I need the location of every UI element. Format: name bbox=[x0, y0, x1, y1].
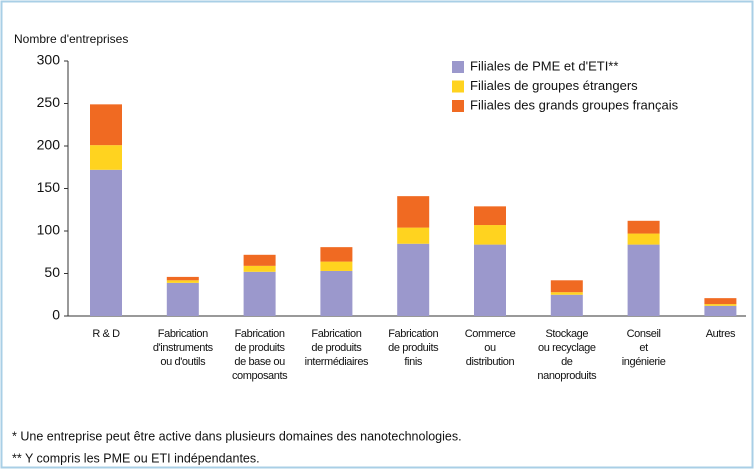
x-tick-label: ingénierie bbox=[622, 356, 666, 368]
bar-segment bbox=[627, 233, 660, 245]
x-tick-label: et bbox=[639, 342, 648, 354]
legend-label: Filiales des grands groupes français bbox=[470, 97, 679, 112]
legend-swatch bbox=[452, 80, 464, 93]
x-tick-label: ou bbox=[484, 342, 496, 354]
bar-segment bbox=[550, 280, 583, 293]
y-tick-label: 250 bbox=[37, 94, 61, 110]
bar-segment bbox=[166, 280, 199, 283]
x-tick-label: Fabrication bbox=[311, 328, 361, 340]
bar-segment bbox=[320, 270, 353, 316]
y-tick-label: 50 bbox=[44, 264, 60, 280]
y-tick-label: 200 bbox=[37, 137, 61, 153]
x-tick-label: de produits bbox=[311, 342, 362, 354]
legend-swatch bbox=[452, 100, 464, 112]
x-tick-label: Fabrication bbox=[235, 328, 285, 340]
bar-segment bbox=[90, 104, 122, 146]
y-tick-label: 300 bbox=[37, 52, 61, 68]
bar-segment bbox=[243, 271, 276, 316]
legend-swatch bbox=[452, 61, 464, 73]
bar-segment bbox=[704, 305, 737, 316]
x-tick-label: distribution bbox=[466, 356, 515, 368]
bar-segment bbox=[474, 244, 506, 316]
x-tick-label: Autres bbox=[706, 328, 736, 340]
bar-segment bbox=[243, 254, 276, 266]
x-tick-label: de produits bbox=[235, 342, 286, 354]
x-tick-label: d'instruments bbox=[153, 342, 214, 354]
bar-segment bbox=[627, 220, 660, 234]
footnote: * Une entreprise peut être active dans p… bbox=[12, 429, 462, 443]
x-tick-label: composants bbox=[232, 370, 288, 382]
x-tick-label: Commerce bbox=[465, 328, 516, 340]
bar-segment bbox=[627, 244, 660, 316]
x-tick-label: Fabrication bbox=[158, 328, 208, 340]
bar-segment bbox=[550, 292, 583, 295]
x-tick-label: de bbox=[561, 356, 573, 368]
x-tick-label: intermédiaires bbox=[305, 356, 369, 368]
bar-segment bbox=[90, 145, 122, 170]
y-tick-label: 150 bbox=[37, 179, 61, 195]
bar-segment bbox=[550, 294, 583, 316]
y-tick-label: 0 bbox=[52, 307, 60, 323]
legend-label: Filiales de groupes étrangers bbox=[470, 78, 638, 93]
x-tick-label: Stockage bbox=[545, 328, 588, 340]
bar-segment bbox=[320, 261, 353, 271]
bar-segment bbox=[474, 206, 506, 226]
x-tick-label: nanoproduits bbox=[537, 370, 597, 382]
x-tick-label: de produits bbox=[388, 342, 439, 354]
bar-segment bbox=[320, 247, 353, 262]
bar-segment bbox=[704, 304, 737, 306]
legend-label: Filiales de PME et d'ETI** bbox=[470, 58, 618, 73]
y-axis-label: Nombre d'entreprises bbox=[14, 32, 128, 46]
y-tick-label: 100 bbox=[37, 222, 61, 238]
x-tick-label: ou d'outils bbox=[160, 356, 206, 368]
bar-segment bbox=[397, 227, 430, 244]
bar-segment bbox=[166, 276, 199, 281]
bar-segment bbox=[397, 196, 430, 228]
bar-segment bbox=[704, 298, 737, 305]
bar-segment bbox=[166, 282, 199, 316]
x-tick-label: Conseil bbox=[627, 328, 661, 340]
bar-segment bbox=[90, 169, 122, 316]
bar-segment bbox=[397, 243, 430, 316]
x-tick-label: ou recyclage bbox=[538, 342, 596, 354]
x-tick-label: de base ou bbox=[234, 356, 285, 368]
bar-segment bbox=[243, 265, 276, 272]
footnote: ** Y compris les PME ou ETI indépendante… bbox=[12, 451, 260, 465]
x-tick-label: R & D bbox=[92, 328, 120, 340]
x-tick-label: Fabrication bbox=[388, 328, 438, 340]
bar-segment bbox=[474, 225, 506, 245]
x-tick-label: finis bbox=[404, 356, 422, 368]
